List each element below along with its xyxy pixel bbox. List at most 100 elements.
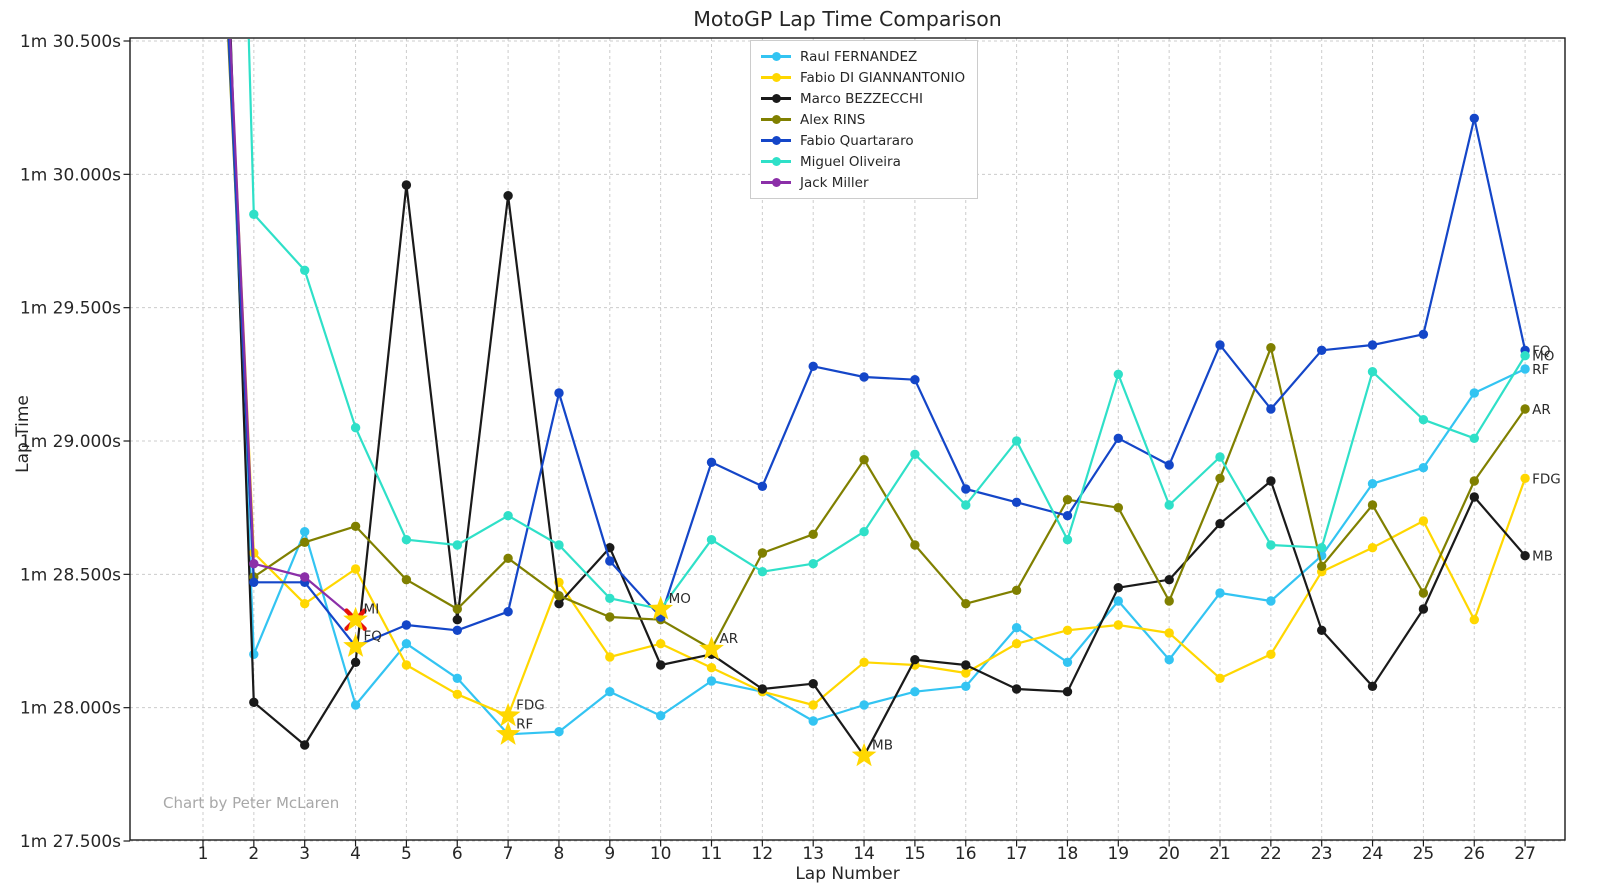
data-point-MB (757, 684, 768, 694)
data-point-MO (1469, 433, 1480, 443)
data-point-AR (300, 537, 310, 547)
x-tick-label: 13 (802, 844, 824, 864)
axes-box (123, 37, 1566, 847)
data-point-AR (808, 529, 818, 539)
data-point-RF (656, 711, 666, 721)
data-point-AR (1266, 343, 1276, 353)
data-point-FQ (1266, 404, 1276, 414)
page-title: MotoGP Lap Time Comparison (693, 7, 1002, 31)
data-point-RF (350, 700, 361, 710)
data-point-MB (300, 740, 310, 750)
best-lap-star-icon (495, 702, 521, 727)
end-label-MB: MB (1532, 549, 1553, 565)
data-point-AR (961, 599, 971, 609)
legend-label: Alex RINS (800, 111, 866, 128)
data-point-MB (452, 615, 462, 625)
data-point-AR (1215, 473, 1225, 483)
x-tick-label: 17 (1006, 844, 1028, 864)
data-point-FDG (1164, 628, 1174, 638)
x-tick-label: 12 (752, 844, 774, 864)
data-point-RF (961, 681, 971, 691)
data-point-RF (706, 676, 717, 686)
data-point-MB (1367, 681, 1378, 691)
data-point-AR (1011, 585, 1022, 595)
data-point-MO (350, 423, 361, 433)
data-point-MB (1266, 476, 1276, 486)
data-point-MB (249, 697, 259, 707)
x-tick-label: 1 (198, 844, 209, 864)
x-tick-label: 2 (248, 844, 259, 864)
legend-item-AR: Alex RINS (761, 111, 965, 128)
data-point-MO (808, 559, 818, 569)
data-point-FQ (1164, 460, 1174, 470)
data-point-FQ (554, 388, 564, 398)
data-point-MB (350, 657, 361, 667)
data-point-FDG (1113, 620, 1124, 630)
x-tick-label: 6 (452, 844, 463, 864)
annotation-label: FQ (364, 628, 382, 644)
legend-swatch-icon (761, 114, 791, 126)
x-tick-label: 26 (1463, 844, 1485, 864)
data-point-MO (1113, 369, 1124, 379)
data-point-MB (1062, 687, 1073, 697)
data-point-MO (1215, 452, 1225, 462)
y-tick-label: 1m 29.000s (20, 432, 121, 452)
x-tick-label: 3 (299, 844, 310, 864)
data-point-MO (401, 535, 412, 545)
data-point-MB (910, 655, 920, 665)
data-point-FQ (1011, 497, 1022, 507)
data-point-MB (1418, 604, 1429, 614)
data-point-FDG (1367, 543, 1378, 553)
data-point-MB (961, 660, 971, 670)
data-point-MB (1520, 551, 1530, 561)
x-tick-label: 21 (1209, 844, 1231, 864)
end-label-RF: RF (1532, 362, 1549, 378)
data-point-AR (1164, 596, 1174, 606)
data-point-FQ (757, 481, 768, 491)
x-tick-label: 23 (1311, 844, 1333, 864)
annotation-label: AR (720, 631, 739, 647)
legend-swatch-icon (761, 72, 791, 84)
data-point-MO (554, 540, 564, 550)
series-MI (229, 39, 361, 625)
data-point-FQ (503, 607, 513, 617)
annotation-AR: AR (699, 631, 739, 660)
data-point-RF (554, 727, 564, 737)
legend-swatch-icon (761, 93, 791, 105)
legend-label: Fabio Quartararo (800, 132, 914, 149)
data-point-RF (1469, 388, 1480, 398)
data-point-FDG (859, 657, 869, 667)
data-point-FDG (808, 700, 818, 710)
series-FQ (227, 39, 1530, 651)
legend-item-MI: Jack Miller (761, 174, 965, 191)
annotation-MB: MB (851, 738, 893, 767)
data-point-FDG (1520, 473, 1530, 483)
y-tick-label: 1m 29.500s (20, 299, 121, 319)
data-point-AR (1418, 588, 1429, 598)
legend-item-MO: Miguel Oliveira (761, 153, 965, 170)
data-point-FDG (1062, 625, 1073, 635)
data-point-FQ (1113, 433, 1124, 443)
y-tick-label: 1m 28.500s (20, 565, 121, 585)
data-point-MO (1317, 543, 1327, 553)
data-point-RF (1011, 623, 1022, 633)
data-point-MO (1164, 500, 1174, 510)
data-point-FQ (1367, 340, 1378, 350)
data-point-FDG (1215, 673, 1225, 683)
data-point-FQ (1317, 345, 1327, 355)
data-point-FQ (1469, 113, 1480, 124)
legend-swatch-icon (761, 156, 791, 168)
legend-item-RF: Raul FERNANDEZ (761, 48, 965, 65)
annotation-label: MB (872, 738, 893, 754)
data-point-RF (1520, 364, 1530, 374)
x-tick-label: 20 (1158, 844, 1180, 864)
data-point-AR (859, 455, 869, 465)
data-point-FQ (1418, 329, 1429, 339)
x-tick-label: 22 (1260, 844, 1282, 864)
data-point-MO (1266, 540, 1276, 550)
data-point-MB (401, 180, 412, 190)
data-point-FDG (1418, 516, 1429, 526)
legend-swatch-icon (761, 177, 791, 189)
